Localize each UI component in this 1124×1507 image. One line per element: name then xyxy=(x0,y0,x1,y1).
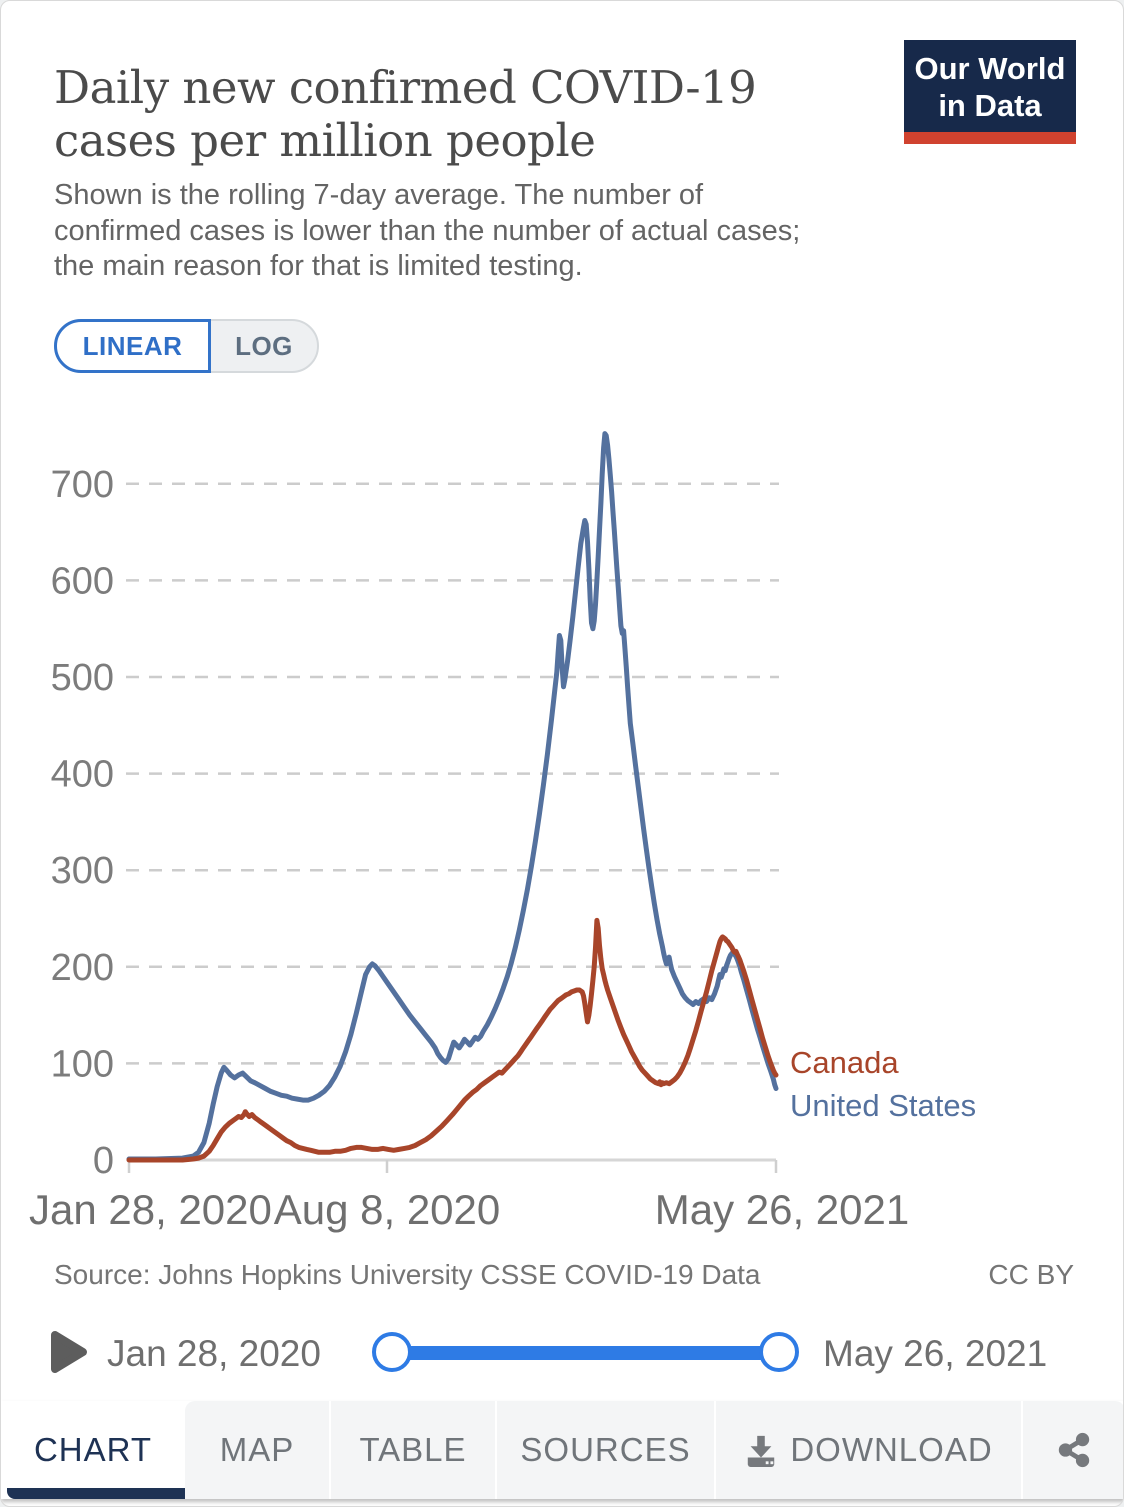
timeline: Jan 28, 2020 May 26, 2021 xyxy=(1,1323,1123,1393)
logo-line-2: in Data xyxy=(938,88,1042,123)
svg-text:200: 200 xyxy=(51,947,114,989)
svg-text:600: 600 xyxy=(51,560,114,602)
source-row: Source: Johns Hopkins University CSSE CO… xyxy=(54,1259,1074,1291)
legend-united-states: United States xyxy=(790,1088,976,1123)
logo-line-1: Our World xyxy=(914,51,1066,86)
timeline-handle-end[interactable] xyxy=(759,1332,799,1372)
svg-text:100: 100 xyxy=(51,1043,114,1085)
tab-share[interactable] xyxy=(1021,1401,1123,1499)
log-button[interactable]: LOG xyxy=(235,330,293,361)
legend-canada: Canada xyxy=(790,1045,899,1080)
scale-toggle: LINEAR LOG xyxy=(54,319,319,373)
svg-text:0: 0 xyxy=(93,1140,114,1182)
svg-text:May 26, 2021: May 26, 2021 xyxy=(655,1186,910,1233)
linear-button[interactable]: LINEAR xyxy=(54,319,211,373)
svg-text:700: 700 xyxy=(51,464,114,506)
download-icon xyxy=(748,1435,775,1467)
play-button[interactable] xyxy=(45,1329,91,1375)
chart-svg[interactable]: 0 100 200 300 400 500 600 700 Jan 28, 2020 Aug 8,… xyxy=(1,421,1124,1241)
active-tab-underline xyxy=(7,1488,185,1499)
tab-chart[interactable]: CHART xyxy=(1,1401,185,1499)
timeline-handle-start[interactable] xyxy=(372,1332,412,1372)
owid-logo[interactable]: Our World in Data xyxy=(904,40,1076,144)
tab-table[interactable]: TABLE xyxy=(329,1401,495,1499)
svg-text:Aug 8, 2020: Aug 8, 2020 xyxy=(274,1186,501,1233)
tab-bar: CHART MAP TABLE SOURCES DOWNLOAD xyxy=(1,1401,1123,1499)
timeline-end-label: May 26, 2021 xyxy=(823,1333,1048,1374)
tab-sources[interactable]: SOURCES xyxy=(495,1401,714,1499)
chart-subtitle: Shown is the rolling 7-day average. The … xyxy=(54,179,801,283)
tab-map[interactable]: MAP xyxy=(185,1401,329,1499)
license-link[interactable]: CC BY xyxy=(988,1259,1074,1290)
timeline-start-label: Jan 28, 2020 xyxy=(107,1333,321,1374)
page-title: Daily new confirmed COVID-19 cases per m… xyxy=(54,61,757,168)
svg-text:400: 400 xyxy=(51,754,114,796)
svg-text:500: 500 xyxy=(51,657,114,699)
source-label: Source: Johns Hopkins University CSSE CO… xyxy=(54,1259,761,1290)
share-icon xyxy=(1058,1432,1090,1468)
timeline-track[interactable] xyxy=(372,1332,799,1372)
tab-download[interactable]: DOWNLOAD xyxy=(714,1401,1021,1499)
svg-text:300: 300 xyxy=(51,850,114,892)
svg-text:Jan 28, 2020: Jan 28, 2020 xyxy=(29,1186,272,1233)
